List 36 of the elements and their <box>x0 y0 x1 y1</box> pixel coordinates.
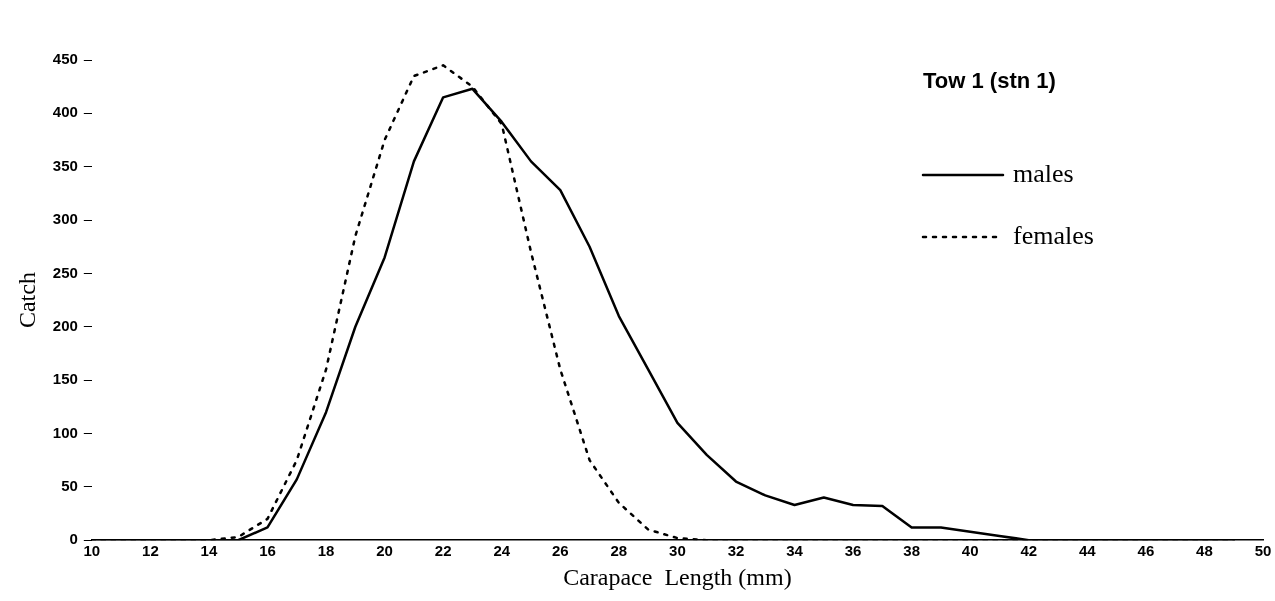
x-tick-label: 24 <box>493 542 511 560</box>
x-tick-label: 40 <box>961 542 979 560</box>
y-tick-label: 250 <box>52 263 78 281</box>
x-tick-label: 28 <box>610 542 628 560</box>
y-tick-label: 350 <box>52 156 78 174</box>
y-tick-label: 150 <box>52 370 78 388</box>
x-tick-label: 44 <box>1078 542 1097 560</box>
x-tick-label: 48 <box>1196 542 1213 560</box>
x-tick-label: 20 <box>376 542 393 560</box>
x-tick-label: 22 <box>434 542 452 560</box>
y-tick-label: 300 <box>52 210 78 228</box>
x-tick-label: 46 <box>1137 542 1155 560</box>
y-tick-label: 0 <box>69 530 78 548</box>
y-axis-title: Catch <box>13 272 40 329</box>
x-tick-label: 14 <box>200 542 218 560</box>
chart-title: Tow 1 (stn 1) <box>923 68 1056 94</box>
x-tick-label: 34 <box>786 542 804 560</box>
x-tick-label: 26 <box>551 542 569 560</box>
legend-label: males <box>1013 158 1074 188</box>
x-tick-label: 42 <box>1020 542 1038 560</box>
legend-label: females <box>1013 220 1094 250</box>
x-tick-label: 16 <box>259 542 276 560</box>
y-tick-label: 400 <box>52 103 78 121</box>
x-tick-label: 38 <box>903 542 920 560</box>
y-tick-label: 50 <box>61 476 78 494</box>
y-tick-label: 450 <box>52 50 78 68</box>
x-tick-label: 12 <box>142 542 159 560</box>
x-tick-label: 32 <box>727 542 745 560</box>
x-axis-title: Carapace Length (mm) <box>563 563 792 590</box>
y-tick-label: 200 <box>52 316 78 334</box>
y-tick-label: 100 <box>52 423 78 441</box>
x-tick-label: 30 <box>669 542 686 560</box>
x-tick-label: 50 <box>1254 542 1272 560</box>
x-tick-label: 18 <box>317 542 335 560</box>
x-tick-label: 36 <box>844 542 862 560</box>
x-tick-label: 10 <box>83 542 101 560</box>
